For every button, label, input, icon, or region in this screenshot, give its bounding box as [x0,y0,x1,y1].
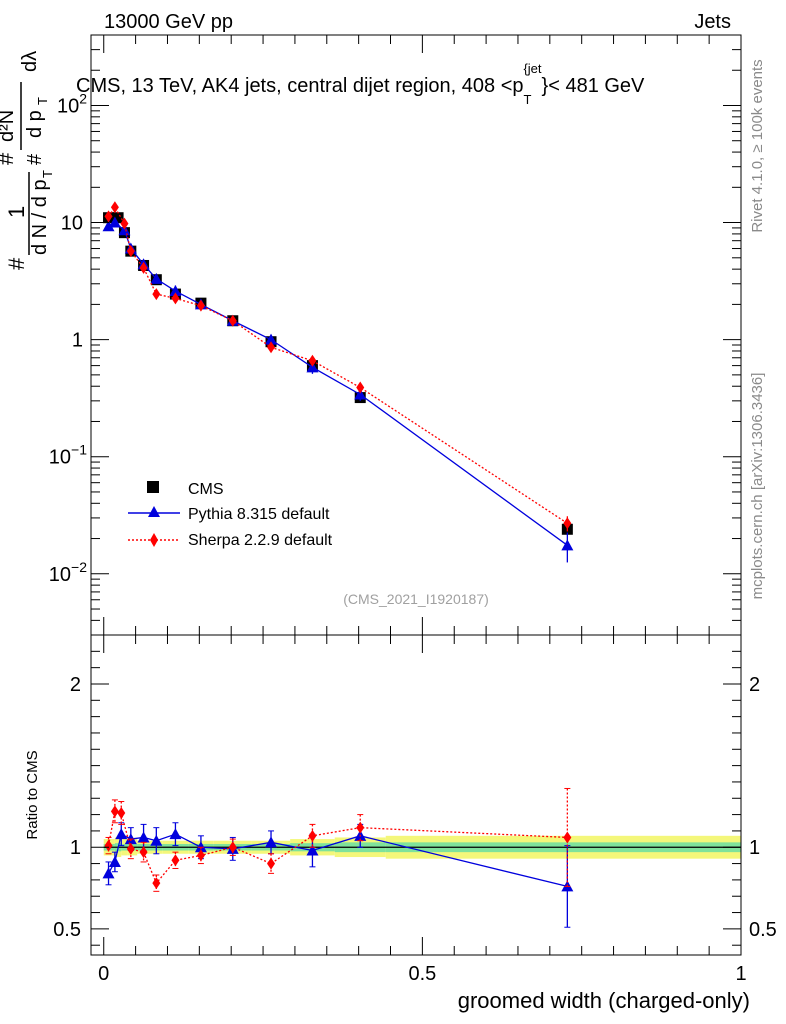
ratio-plot-content [102,787,741,928]
series-diamond [104,201,572,532]
data-point [265,333,278,345]
ratio-y-tick-label-right: 1 [749,837,760,859]
svg-text:d N / d p: d N / d p [29,179,51,255]
mcplots-label: mcplots.cern.ch [arXiv:1306.3436] [749,373,766,600]
main-y-tick-label: 10−1 [49,442,87,469]
header-energy: 13000 GeV pp [104,11,233,33]
data-point [102,220,115,232]
data-point [306,361,319,373]
series-line [107,206,568,524]
ratio-data-point [267,857,276,870]
ratio-data-point [104,839,113,852]
ratio-data-point [102,867,115,879]
ratio-data-point [115,828,128,840]
series-square [103,212,573,535]
main-panel: 10−2 10−1 1 10 102 CMS, 13 TeV, AK4 jets, ce… [0,34,742,636]
analysis-watermark: (CMS_2021_I1920187) [343,591,489,607]
data-point [354,388,367,400]
main-plot-content [102,201,574,563]
data-point [112,212,124,224]
data-point [308,354,317,367]
ratio-data-point [108,855,121,867]
data-point [152,288,161,301]
data-point [228,314,237,327]
ratio-y-tick-label: 1 [70,837,81,859]
ratio-y-tick-label-right: 2 [749,674,760,696]
svg-text:T: T [35,97,50,105]
data-point [110,201,119,214]
data-point [118,224,131,236]
main-y-tick-label: 102 [57,90,87,117]
data-point [108,216,121,228]
svg-text:d p: d p [24,110,46,138]
ratio-y-tick-label-right: 0.5 [749,919,777,941]
ratio-data-point [308,829,317,842]
data-point [126,245,135,258]
ratio-data-point [563,831,572,844]
series-line [108,221,568,546]
legend-marker-pythia [148,506,160,517]
ratio-data-point [137,831,150,843]
x-tick-label: 0.5 [408,963,436,985]
ratio-data-point [126,842,135,855]
ratio-data-point [150,834,163,846]
data-point [150,272,163,284]
ratio-data-point [171,854,180,867]
ratio-y-axis-label: Ratio to CMS [24,750,41,839]
ratio-y-tick-label: 0.5 [53,919,81,941]
series-triangle [102,216,574,563]
x-tick-label: 0 [98,963,109,985]
ratio-data-point [306,844,319,856]
data-point [169,285,182,297]
ratio-y-tick-label: 2 [70,674,81,696]
data-point [267,341,276,354]
legend: CMS Pythia 8.315 default Sherpa 2.2.9 de… [128,481,333,549]
ratio-series-diamond [104,787,572,892]
data-point [171,292,180,305]
svg-text:dλ: dλ [19,51,41,72]
data-point [139,261,148,274]
main-axis-ticks: 10−2 10−1 1 10 102 [49,34,742,636]
main-title: CMS, 13 TeV, AK4 jets, central dijet reg… [76,61,645,107]
ratio-data-point [265,836,278,848]
legend-label-sherpa: Sherpa 2.2.9 default [188,532,333,549]
ratio-data-point [196,849,205,862]
data-point [563,517,572,530]
svg-text:1: 1 [4,206,29,218]
ratio-frame [90,634,742,956]
data-point [104,210,113,223]
header-category: Jets [694,11,731,33]
rivet-version-label: Rivet 4.1.0, ≥ 100k events [749,59,766,232]
legend-marker-sherpa [150,533,158,547]
ratio-data-point [117,806,126,819]
x-tick-label: 1 [735,963,746,985]
data-point [120,217,129,230]
main-y-axis-label: # 1 d N / d p T # d²N d p T dλ # [0,51,55,270]
svg-text:d²N: d²N [0,110,18,142]
ratio-data-point [139,846,148,859]
main-y-tick-label: 10−2 [49,559,87,586]
main-y-tick-label: 10 [61,213,83,235]
data-point [356,381,365,394]
svg-text:#: # [24,153,46,165]
ratio-axis-ticks: 0.5 0.51 12 20 0.5 1 [53,635,777,985]
main-y-tick-label: 1 [72,330,83,352]
data-point [196,299,205,312]
ratio-data-point [110,805,119,818]
ratio-panel: 0.5 0.51 12 20 0.5 1 Ratio to CMS groomed wid… [24,634,777,1013]
ratio-data-point [356,821,365,834]
svg-text:#: # [4,257,29,270]
data-point [561,539,574,551]
svg-text:#: # [0,152,18,165]
legend-label-pythia: Pythia 8.315 default [188,506,330,523]
x-axis-label: groomed width (charged-only) [458,988,750,1013]
ratio-data-point [228,841,237,854]
svg-text:T: T [40,170,55,178]
ratio-data-point [169,828,182,840]
legend-label-cms: CMS [188,481,224,498]
ratio-data-point [152,877,161,890]
legend-marker-cms [147,481,159,493]
